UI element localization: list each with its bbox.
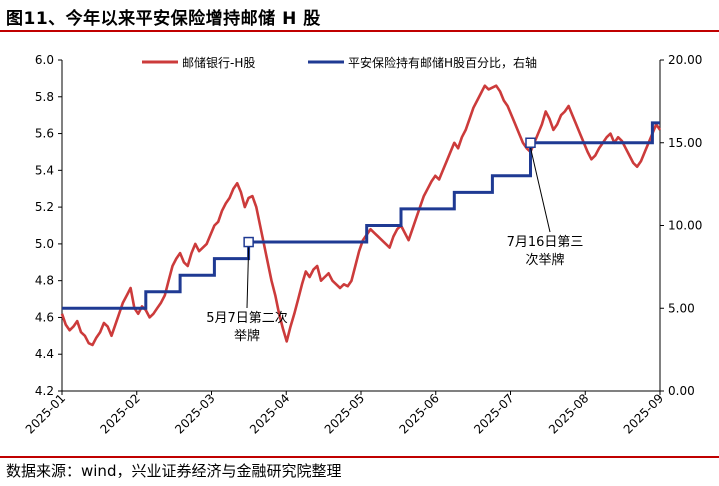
holding-series-line: [62, 121, 660, 310]
x-tick-label: 2025-04: [247, 391, 292, 436]
left-tick-label: 4.2: [35, 384, 54, 398]
legend-price-label: 邮储银行-H股: [182, 55, 255, 70]
annotation-leader: [246, 247, 250, 309]
left-tick-label: 4.6: [35, 310, 54, 324]
annotation-marker: [525, 137, 536, 148]
right-tick-label: 15.00: [668, 136, 702, 150]
x-tick-label: 2025-06: [397, 391, 442, 436]
line-chart: 4.2 4.4 4.6 4.8 5.0 5.2 5.4 5.6 5.8 6.0 0.00 5.00 10…: [23, 53, 703, 437]
annotation-marker: [243, 236, 254, 248]
left-tick-label: 5.0: [35, 237, 54, 251]
x-tick-label: 2025-01: [23, 391, 68, 436]
left-tick-label: 4.8: [35, 274, 54, 288]
left-tick-label: 5.4: [35, 163, 54, 177]
left-tick-label: 6.0: [35, 53, 54, 67]
annotation-leader: [530, 147, 551, 233]
x-tick-label: 2025-03: [172, 391, 217, 436]
title-rule: [0, 30, 719, 32]
x-tick-label: 2025-08: [546, 391, 591, 436]
right-tick-label: 10.00: [668, 219, 702, 233]
figure-title: 图11、今年以来平安保险增持邮储 H 股: [6, 9, 321, 29]
annotation-label: 次举牌: [525, 252, 564, 268]
price-series-line: [60, 84, 662, 347]
left-tick-label: 4.4: [35, 347, 54, 361]
x-tick-label: 2025-07: [471, 391, 516, 436]
x-tick-label: 2025-09: [621, 391, 666, 436]
annotation-label: 5月7日第二次: [206, 310, 288, 326]
right-tick-label: 20.00: [668, 53, 702, 67]
x-tick-label: 2025-05: [322, 391, 367, 436]
source-note: 数据来源：wind，兴业证券经济与金融研究院整理: [6, 462, 342, 480]
annotation-label: 7月16日第三: [507, 235, 584, 250]
x-tick-label: 2025-02: [98, 391, 143, 436]
legend-holding-label: 平安保险持有邮储H股百分比，右轴: [348, 55, 537, 70]
right-tick-label: 5.00: [668, 301, 695, 315]
annotation-label: 举牌: [234, 328, 260, 344]
left-tick-label: 5.2: [35, 200, 54, 214]
right-tick-label: 0.00: [668, 384, 695, 398]
source-rule: [0, 456, 719, 458]
left-tick-label: 5.6: [35, 127, 54, 141]
left-tick-label: 5.8: [35, 90, 54, 104]
